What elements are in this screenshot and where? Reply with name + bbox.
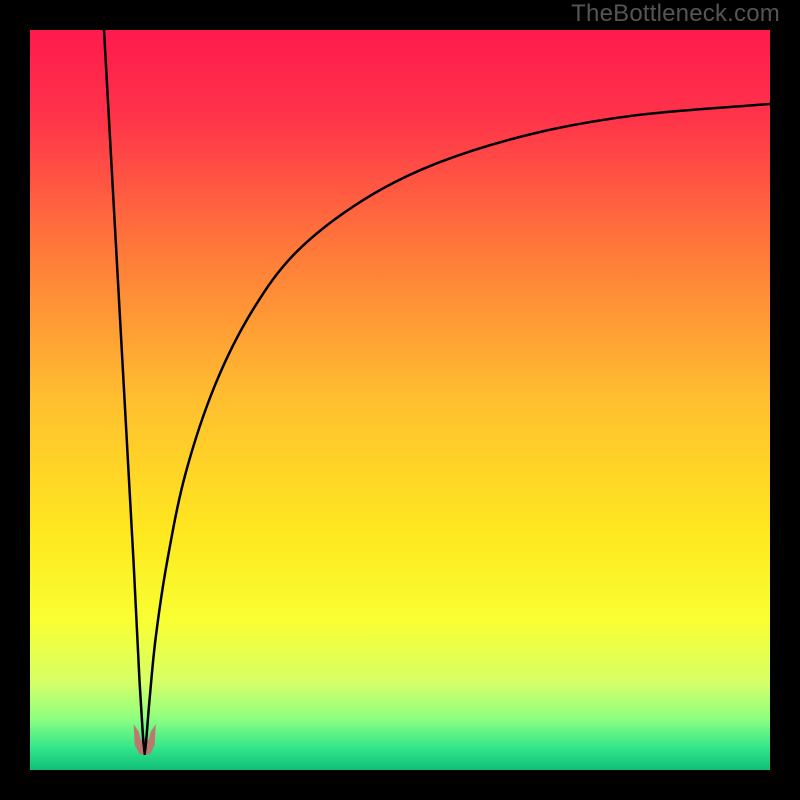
watermark-text: TheBottleneck.com xyxy=(571,0,780,28)
gradient-background xyxy=(30,30,770,770)
plot-area xyxy=(30,30,770,770)
figure-container: TheBottleneck.com xyxy=(0,0,800,800)
bottleneck-chart xyxy=(30,30,770,770)
